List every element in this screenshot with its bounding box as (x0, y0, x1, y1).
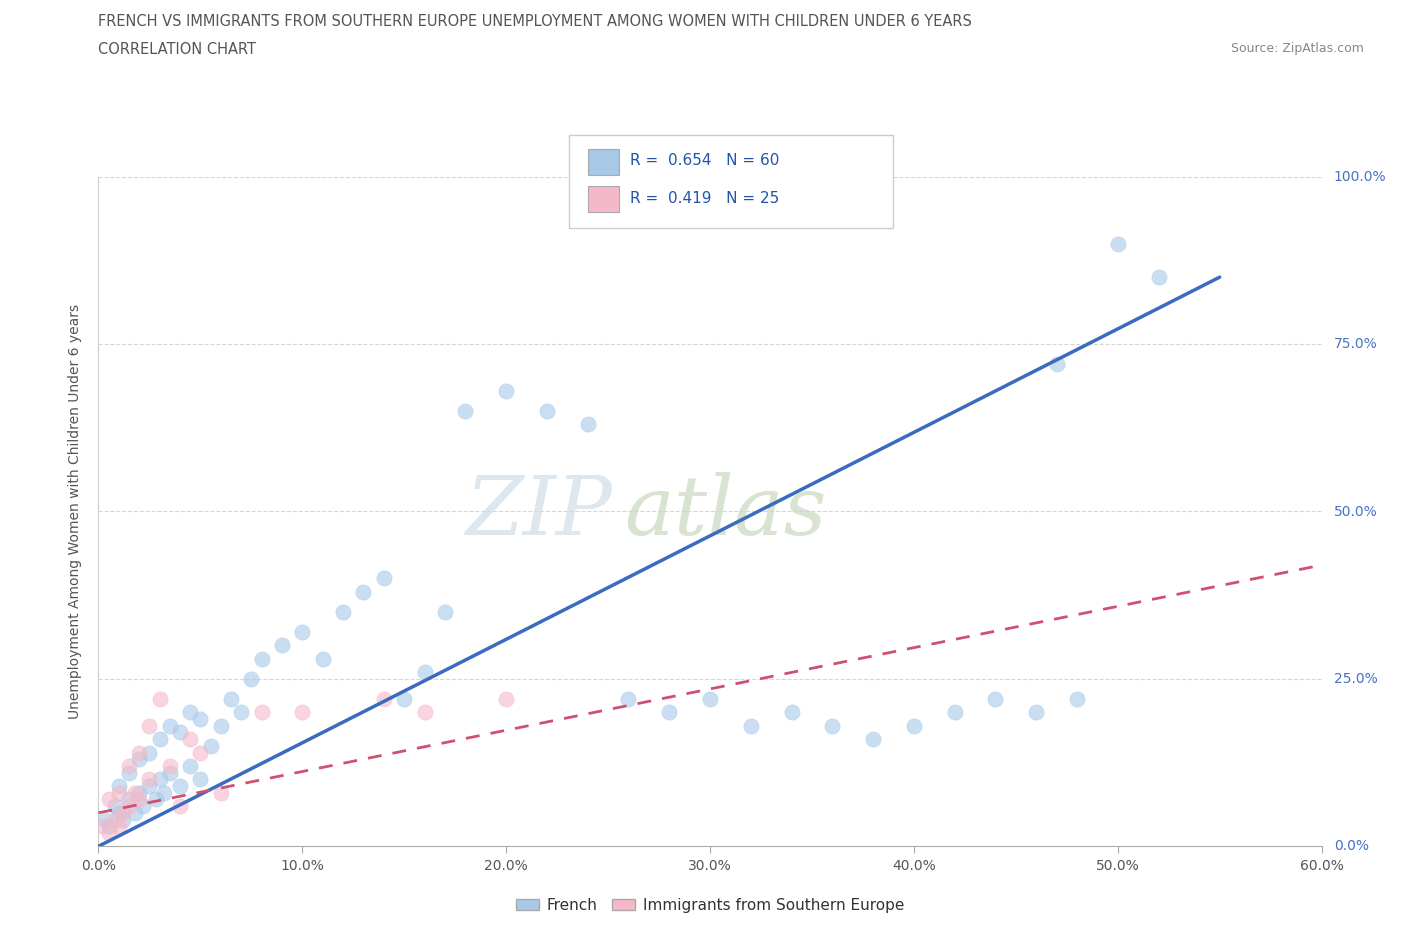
Point (149, 692, 172, 707)
Point (373, 571, 395, 586)
Point (111, 805, 134, 820)
Point (495, 692, 517, 707)
Point (108, 805, 131, 820)
Point (132, 799, 155, 814)
Point (138, 778, 160, 793)
Point (1066, 692, 1088, 707)
Point (188, 772, 212, 787)
Point (128, 751, 150, 766)
Point (699, 692, 721, 707)
Point (104, 812, 127, 827)
Point (250, 705, 273, 720)
Point (495, 383, 517, 398)
Text: Source: ZipAtlas.com: Source: ZipAtlas.com (1230, 42, 1364, 55)
Point (231, 705, 253, 720)
Legend: French, Immigrants from Southern Europe: French, Immigrants from Southern Europe (509, 892, 911, 919)
Point (1025, 705, 1047, 720)
Text: 0.0%: 0.0% (1334, 839, 1369, 854)
Text: FRENCH VS IMMIGRANTS FROM SOUTHERN EUROPE UNEMPLOYMENT AMONG WOMEN WITH CHILDREN: FRENCH VS IMMIGRANTS FROM SOUTHERN EUROP… (98, 14, 973, 29)
Point (118, 799, 141, 814)
Text: 25.0%: 25.0% (1334, 671, 1378, 686)
Point (159, 765, 181, 780)
Point (392, 692, 416, 707)
Point (903, 718, 925, 733)
Point (93, 812, 115, 827)
Point (159, 759, 181, 774)
Point (149, 772, 172, 787)
Text: R =  0.419   N = 25: R = 0.419 N = 25 (630, 191, 779, 206)
Point (149, 732, 172, 747)
Text: CORRELATION CHART: CORRELATION CHART (98, 42, 256, 57)
Point (97, 826, 120, 841)
Point (97, 818, 120, 833)
Y-axis label: Unemployment Among Women with Children Under 6 years: Unemployment Among Women with Children U… (69, 304, 83, 719)
Point (169, 799, 191, 814)
Point (138, 772, 160, 787)
Text: ZIP: ZIP (465, 472, 612, 551)
Point (984, 692, 1007, 707)
Point (576, 417, 599, 432)
Point (270, 638, 294, 653)
Point (104, 799, 127, 814)
Point (821, 718, 844, 733)
Point (312, 651, 335, 666)
Point (179, 759, 201, 774)
Point (179, 732, 201, 747)
Text: 75.0%: 75.0% (1334, 337, 1378, 352)
Point (124, 785, 146, 800)
Point (209, 718, 232, 733)
Point (128, 785, 150, 800)
Point (188, 745, 212, 760)
Point (219, 692, 242, 707)
Point (740, 718, 762, 733)
Point (111, 812, 134, 827)
Point (108, 785, 131, 800)
Point (1045, 357, 1069, 372)
Point (128, 792, 150, 807)
Point (118, 792, 141, 807)
Point (128, 745, 150, 760)
Point (97, 792, 120, 807)
Point (291, 625, 314, 640)
Point (536, 404, 558, 418)
Point (413, 705, 436, 720)
Point (108, 778, 131, 793)
Point (209, 785, 232, 800)
Point (138, 718, 160, 733)
Point (200, 738, 222, 753)
Point (433, 604, 456, 619)
Text: 100.0%: 100.0% (1334, 169, 1386, 184)
Point (617, 692, 640, 707)
Point (179, 705, 201, 720)
Point (780, 705, 803, 720)
Point (91, 818, 114, 833)
Point (188, 711, 212, 726)
Point (943, 705, 966, 720)
Point (862, 732, 884, 747)
Point (658, 705, 681, 720)
Point (250, 651, 273, 666)
Point (454, 404, 477, 418)
Point (118, 765, 141, 780)
Point (124, 805, 146, 820)
Point (138, 745, 160, 760)
Point (240, 671, 263, 686)
Point (159, 718, 181, 733)
Point (108, 818, 131, 833)
Point (332, 604, 354, 619)
Text: R =  0.654   N = 60: R = 0.654 N = 60 (630, 153, 779, 168)
Text: atlas: atlas (624, 472, 827, 551)
Text: 50.0%: 50.0% (1334, 504, 1378, 519)
Point (413, 665, 436, 680)
Point (373, 692, 395, 707)
Point (352, 584, 374, 599)
Point (1147, 270, 1170, 285)
Point (118, 759, 141, 774)
Point (152, 785, 174, 800)
Point (145, 792, 167, 807)
Point (291, 705, 314, 720)
Point (169, 778, 191, 793)
Point (1107, 236, 1129, 251)
Point (169, 725, 191, 740)
